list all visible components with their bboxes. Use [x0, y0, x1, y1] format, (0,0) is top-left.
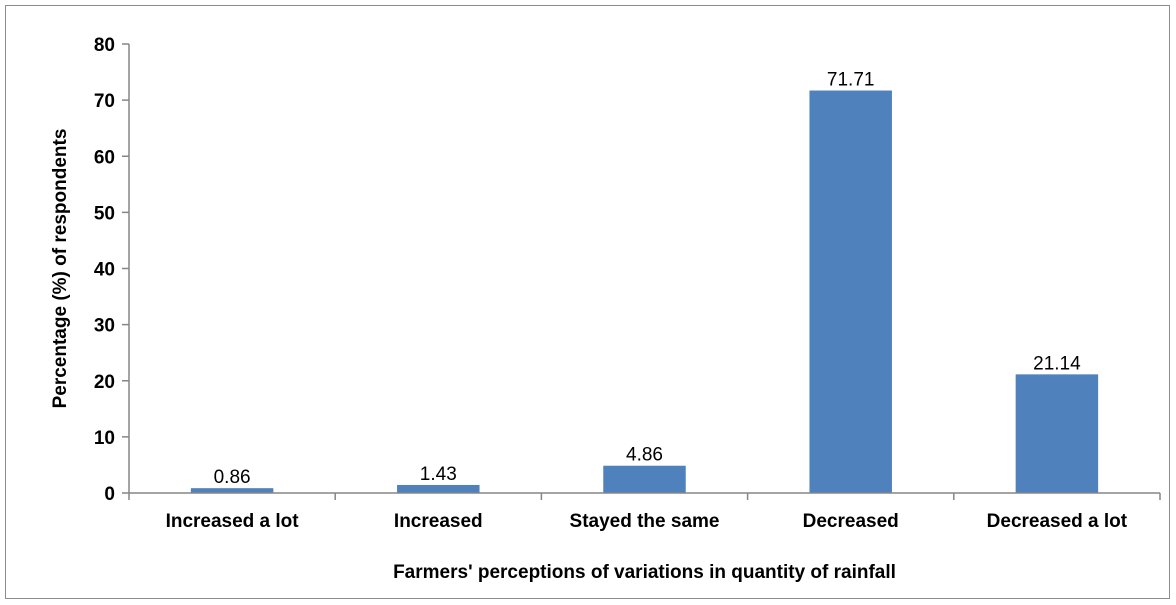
y-axis-ticks: 0 10 20 30 40 50 60 70 80: [94, 35, 129, 505]
y-tick-label: 20: [94, 372, 115, 393]
y-tick-label: 40: [94, 260, 115, 281]
y-tick-label: 70: [94, 91, 115, 112]
y-axis-title: Percentage (%) of respondents: [50, 129, 71, 409]
x-category-label: Increased a lot: [166, 511, 300, 532]
data-label: 21.14: [1033, 353, 1081, 374]
x-category-label: Increased: [394, 511, 483, 532]
bar: [603, 465, 686, 493]
chart-frame: 0 10 20 30 40 50 60 70 80 0.86 1.43 4.86 71.71 21.14…: [5, 5, 1170, 599]
x-axis-ticks: Increased a lot Increased Stayed the same D…: [128, 493, 1161, 532]
x-category-label: Decreased a lot: [987, 511, 1128, 532]
x-category-label: Stayed the same: [570, 511, 720, 532]
y-tick-label: 60: [94, 147, 115, 168]
data-label: 4.86: [626, 445, 663, 466]
bar: [397, 484, 480, 493]
bar: [190, 488, 274, 493]
data-label: 0.86: [214, 467, 251, 488]
bars: [190, 90, 1099, 494]
y-tick-label: 0: [104, 484, 115, 505]
y-tick-label: 30: [94, 316, 115, 337]
x-category-label: Decreased: [803, 511, 899, 532]
data-label: 1.43: [420, 464, 457, 485]
data-label: 71.71: [827, 70, 875, 91]
y-tick-label: 80: [94, 35, 115, 56]
x-axis-title: Farmers' perceptions of variations in qu…: [393, 562, 896, 583]
y-tick-label: 50: [94, 203, 115, 224]
y-tick-label: 10: [94, 428, 115, 449]
bar: [809, 90, 892, 494]
data-labels: 0.86 1.43 4.86 71.71 21.14: [214, 70, 1081, 489]
bar: [1015, 374, 1099, 493]
bar-chart: 0 10 20 30 40 50 60 70 80 0.86 1.43 4.86 71.71 21.14…: [50, 35, 1161, 583]
